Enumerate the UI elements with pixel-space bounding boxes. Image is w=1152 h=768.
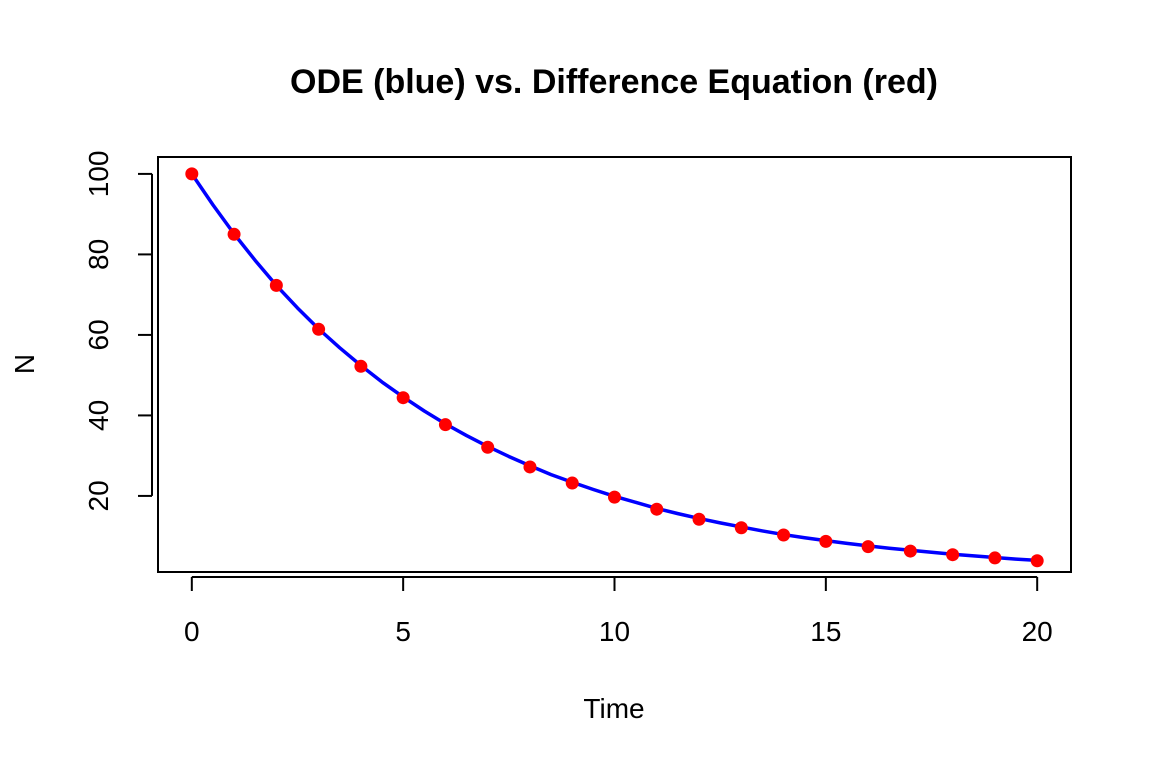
data-point [1030, 554, 1044, 568]
y-axis-label: N [9, 354, 40, 374]
data-point [396, 391, 410, 405]
x-tick-label: 0 [184, 616, 200, 647]
y-tick-label: 80 [83, 239, 114, 270]
data-point [903, 544, 917, 558]
x-axis-label: Time [583, 693, 644, 724]
data-point [988, 551, 1002, 565]
data-point [650, 502, 664, 516]
x-axis: 0 5 10 15 20 [184, 576, 1053, 647]
y-tick-label: 40 [83, 400, 114, 431]
x-tick-label: 10 [599, 616, 630, 647]
data-point [354, 359, 368, 373]
data-point [185, 167, 199, 181]
data-point [777, 528, 791, 542]
data-point [819, 534, 833, 548]
x-tick-label: 15 [810, 616, 841, 647]
data-point [565, 476, 579, 490]
data-point [438, 418, 452, 432]
y-tick-label: 20 [83, 480, 114, 511]
x-tick-label: 5 [395, 616, 411, 647]
plot-frame [157, 156, 1072, 573]
y-tick-label: 60 [83, 319, 114, 350]
series-layer [185, 167, 1044, 568]
data-point [523, 460, 537, 474]
data-point [227, 227, 241, 241]
y-tick-label: 100 [83, 151, 114, 198]
x-tick-label: 20 [1022, 616, 1053, 647]
data-point [608, 490, 621, 504]
data-point [692, 512, 706, 526]
data-point [312, 322, 326, 336]
data-point [861, 540, 875, 554]
data-point [946, 548, 960, 562]
chart-title: ODE (blue) vs. Difference Equation (red) [290, 63, 938, 101]
data-point [481, 440, 495, 454]
data-point [734, 521, 748, 535]
y-axis: 20 40 60 80 100 [83, 151, 153, 512]
data-point [269, 278, 283, 292]
